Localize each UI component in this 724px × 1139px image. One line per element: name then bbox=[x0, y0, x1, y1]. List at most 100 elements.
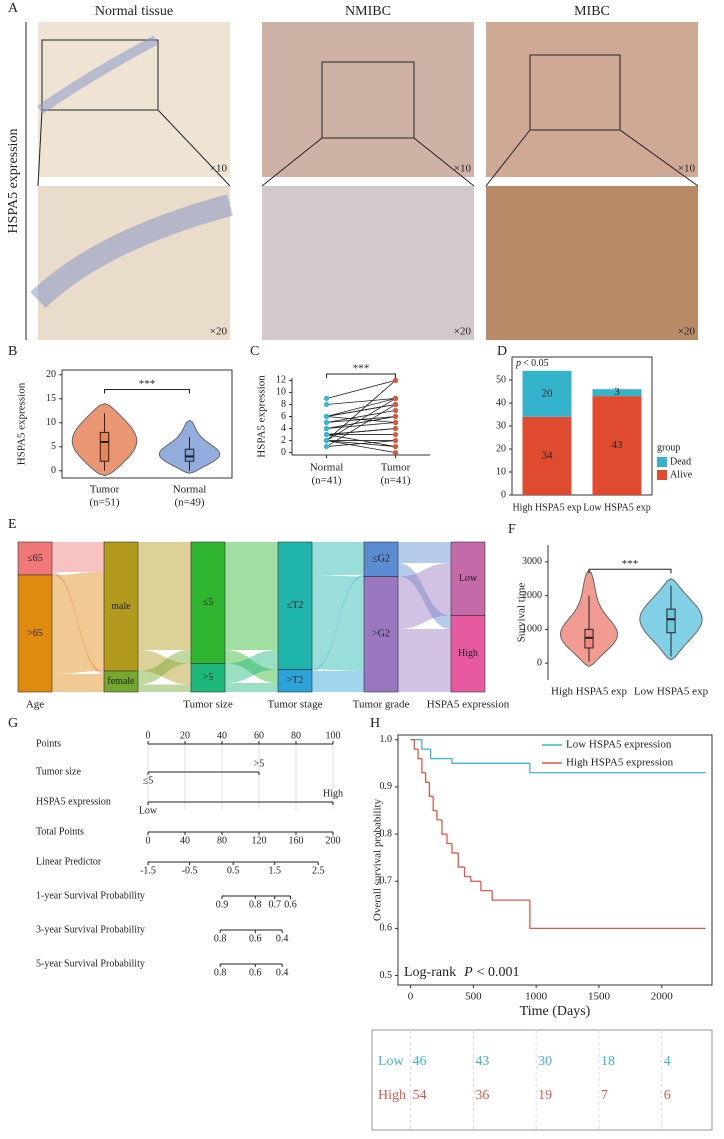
significance-bracket bbox=[326, 373, 396, 378]
y-tick-label: 0 bbox=[501, 489, 506, 500]
survival-step bbox=[451, 758, 530, 764]
value-label: 20 bbox=[542, 387, 554, 399]
y-tick-label: 8 bbox=[281, 399, 286, 410]
survival-step bbox=[421, 739, 431, 750]
risk-row-label: High bbox=[378, 1088, 406, 1103]
tissue-band bbox=[37, 35, 159, 115]
x-tick-sublabel: (n=51) bbox=[89, 497, 119, 509]
scale-label: 0 bbox=[146, 835, 151, 846]
y-tick-label: 10 bbox=[276, 387, 286, 398]
axis-label: Tumor size bbox=[183, 699, 233, 711]
y-tick-label: 5 bbox=[51, 441, 56, 452]
panel-label: H bbox=[370, 716, 380, 731]
node bbox=[363, 541, 399, 577]
value-label: 34 bbox=[542, 449, 554, 461]
point bbox=[392, 437, 399, 444]
node bbox=[450, 541, 486, 616]
flow bbox=[312, 575, 364, 671]
annotation-symbol: p bbox=[515, 358, 521, 369]
magnification: ×20 bbox=[210, 326, 228, 338]
flow bbox=[52, 572, 104, 674]
survival-step bbox=[428, 782, 434, 797]
point bbox=[392, 401, 399, 408]
flow bbox=[398, 563, 451, 629]
point bbox=[323, 425, 330, 432]
node bbox=[277, 669, 313, 693]
point bbox=[392, 443, 399, 450]
scale-label: 80 bbox=[217, 835, 227, 846]
y-axis-label: HSPA5 expression bbox=[256, 375, 268, 458]
node bbox=[103, 670, 139, 693]
scale-label: 1.5 bbox=[268, 865, 281, 876]
ihc-image bbox=[262, 22, 474, 177]
survival-step bbox=[480, 881, 493, 892]
survival-step bbox=[421, 758, 426, 774]
pair-line bbox=[326, 440, 396, 447]
flow bbox=[52, 674, 104, 692]
scale-label: 0.6 bbox=[284, 899, 297, 910]
bar-segment bbox=[522, 370, 572, 417]
panel-label: G bbox=[8, 716, 18, 731]
scale-label: 60 bbox=[254, 730, 264, 741]
survival-step bbox=[446, 834, 453, 845]
zoom-line bbox=[157, 109, 231, 187]
pair-line bbox=[326, 398, 396, 405]
survival-step bbox=[451, 843, 459, 854]
pair-line bbox=[326, 416, 396, 429]
x-tick-sublabel: (n=41) bbox=[380, 475, 410, 487]
legend-label: Alive bbox=[670, 469, 693, 480]
flow bbox=[138, 542, 191, 650]
y-tick-label: 0.6 bbox=[380, 923, 393, 934]
node-label: Low bbox=[459, 573, 478, 584]
y-tick-label: 0 bbox=[537, 657, 542, 668]
point bbox=[392, 431, 399, 438]
scale-label: 0.4 bbox=[276, 967, 289, 978]
legend-title: group bbox=[657, 442, 680, 453]
plot-frame bbox=[61, 369, 233, 479]
row-label: Linear Predictor bbox=[36, 856, 102, 867]
scale-label: >5 bbox=[254, 758, 265, 769]
column-title: MIBC bbox=[574, 4, 610, 19]
risk-count: 43 bbox=[475, 1054, 489, 1069]
risk-count: 18 bbox=[601, 1054, 615, 1069]
flow bbox=[312, 542, 364, 575]
pair-line bbox=[326, 398, 396, 441]
node bbox=[190, 541, 226, 664]
legend-swatch bbox=[657, 457, 667, 467]
point bbox=[323, 437, 330, 444]
scale-label: 40 bbox=[180, 835, 190, 846]
legend-label: Low HSPA5 expression bbox=[566, 739, 672, 751]
point bbox=[392, 419, 399, 426]
scale-label: High bbox=[323, 788, 343, 799]
x-tick-sublabel: (n=41) bbox=[311, 475, 341, 487]
node-label: >5 bbox=[203, 672, 214, 683]
row-label: Points bbox=[36, 738, 61, 749]
survival-step bbox=[413, 739, 419, 750]
flow bbox=[312, 575, 364, 671]
node-label: >T2 bbox=[287, 675, 304, 686]
x-tick-label: 500 bbox=[465, 991, 482, 1003]
magnification: ×10 bbox=[454, 163, 472, 175]
row-label: Tumor size bbox=[36, 766, 81, 777]
axis-label: Age bbox=[26, 699, 44, 711]
legend-swatch bbox=[657, 470, 667, 480]
bar-segment bbox=[592, 389, 642, 397]
box bbox=[666, 608, 676, 634]
significance: *** bbox=[139, 378, 156, 390]
risk-table-frame bbox=[371, 1029, 713, 1131]
scale-label: 120 bbox=[252, 835, 267, 846]
risk-count: 4 bbox=[664, 1054, 671, 1069]
flow bbox=[138, 650, 191, 685]
y-tick-label: 0.5 bbox=[380, 970, 393, 981]
box bbox=[184, 448, 195, 462]
node-label: ≤T2 bbox=[287, 600, 304, 611]
y-axis-label: Overall survival probability bbox=[372, 798, 384, 921]
magnification: ×10 bbox=[210, 163, 228, 175]
survival-step bbox=[529, 763, 706, 774]
flow bbox=[225, 650, 278, 683]
y-tick-label: 20 bbox=[496, 443, 506, 454]
pair-line bbox=[326, 410, 396, 423]
scale-label: 0.7 bbox=[268, 899, 281, 910]
survival-step bbox=[441, 819, 447, 835]
zoom-line bbox=[261, 137, 323, 187]
